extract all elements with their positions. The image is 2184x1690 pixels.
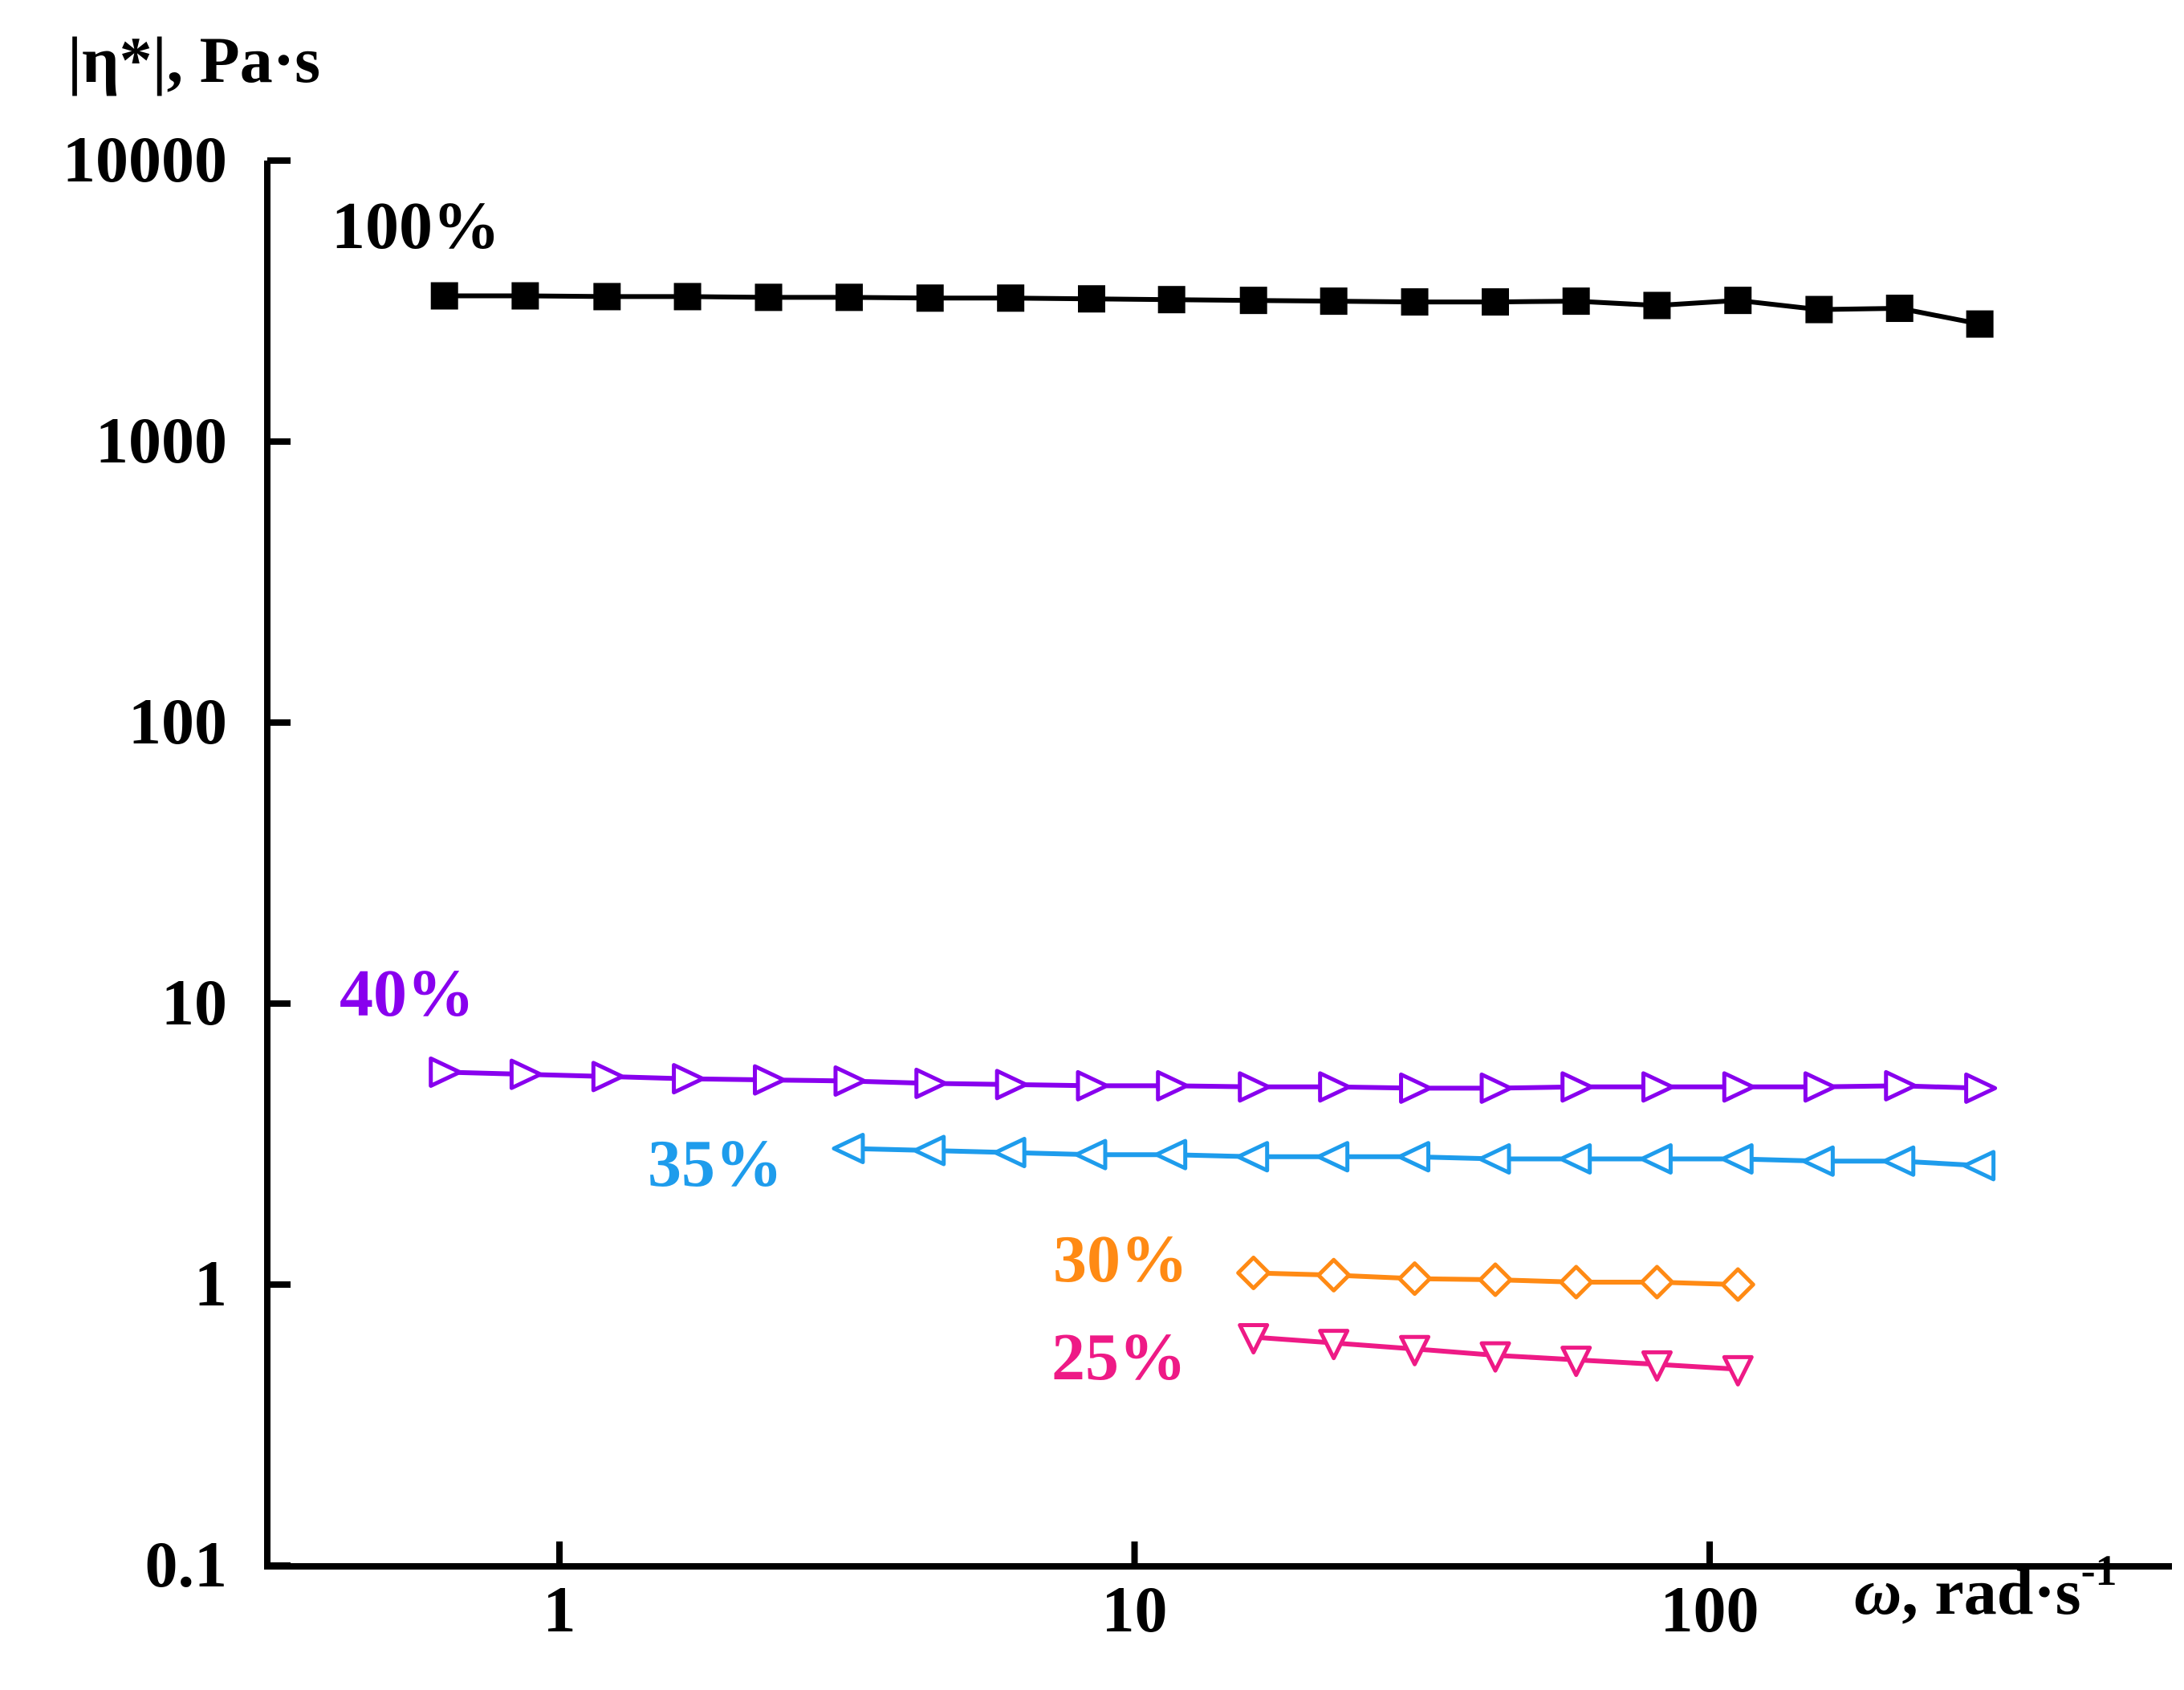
data-point: [672, 1063, 706, 1095]
data-point: [1801, 1145, 1835, 1177]
data-point: [1077, 285, 1105, 313]
data-point: [509, 1058, 543, 1090]
data-point: [1479, 1341, 1511, 1373]
y-ticks: 0.1 1 10 100 1000 10000: [63, 123, 291, 1601]
data-point: [1318, 1329, 1350, 1361]
data-point: [1399, 1072, 1433, 1104]
data-point: [832, 1132, 865, 1164]
x-ticks: 1 10 100: [543, 1541, 1759, 1646]
data-point: [753, 1064, 787, 1096]
y-tick-label: 1000: [96, 404, 227, 477]
data-point: [1316, 1141, 1350, 1173]
data-point: [1316, 1257, 1352, 1293]
data-point: [1560, 1071, 1594, 1103]
data-point: [1397, 1261, 1433, 1297]
data-point: [1157, 286, 1186, 314]
series-label-25: 25%: [1051, 1320, 1186, 1395]
x-tick-label: 1: [543, 1573, 576, 1646]
data-point: [833, 1065, 867, 1097]
data-point: [1478, 1262, 1513, 1297]
data-point: [1560, 1346, 1592, 1378]
series-25-percent: [1238, 1322, 1754, 1387]
data-point: [916, 284, 944, 312]
series-100-percent: [430, 282, 1994, 338]
data-point: [994, 1069, 1028, 1101]
data-point: [1076, 1069, 1109, 1102]
y-tick-label: 1: [194, 1247, 227, 1320]
data-point: [1318, 1071, 1352, 1103]
data-point: [1882, 1145, 1916, 1177]
series-30-percent: [1236, 1256, 1755, 1302]
data-point: [1803, 1071, 1836, 1103]
data-point: [1724, 287, 1752, 315]
data-point: [1962, 1150, 1996, 1182]
data-point: [673, 283, 702, 311]
data-point: [1643, 291, 1671, 320]
data-point: [1805, 295, 1833, 324]
data-point: [511, 282, 539, 310]
data-point: [1722, 1071, 1755, 1103]
x-tick-label: 100: [1661, 1573, 1759, 1646]
data-point: [1239, 287, 1267, 315]
x-axis-symbol: ω: [1854, 1555, 1901, 1628]
data-point: [1154, 1138, 1188, 1171]
y-tick-label: 10: [161, 966, 227, 1039]
data-point: [1482, 288, 1510, 316]
data-point: [1720, 1267, 1755, 1302]
data-point: [997, 284, 1025, 312]
data-point: [1641, 1071, 1674, 1103]
data-point: [835, 283, 863, 312]
series-label-100: 100%: [331, 189, 500, 263]
y-tick-label: 100: [128, 685, 227, 758]
data-point: [1156, 1069, 1190, 1102]
data-point: [1639, 1142, 1673, 1175]
data-point: [1559, 1264, 1594, 1300]
data-point: [1236, 1256, 1271, 1291]
series-40-percent: [429, 1056, 1998, 1104]
data-point: [1885, 295, 1914, 323]
data-point: [1236, 1141, 1270, 1173]
x-tick-label: 10: [1102, 1573, 1168, 1646]
y-tick-label: 10000: [63, 123, 227, 196]
data-point: [1884, 1069, 1918, 1102]
y-axis-label: |η*|, Pa·s: [67, 23, 320, 96]
data-point: [1966, 310, 1994, 338]
data-point: [1238, 1071, 1271, 1103]
data-point: [591, 1061, 624, 1093]
data-point: [593, 283, 621, 311]
data-point: [1320, 287, 1348, 316]
data-point: [1399, 1334, 1431, 1366]
data-point: [1238, 1322, 1270, 1354]
data-point: [1397, 1141, 1431, 1173]
x-axis-unit: , rad·s: [1901, 1555, 2080, 1628]
series-35-percent: [832, 1132, 1996, 1182]
data-point: [1720, 1142, 1754, 1175]
data-point: [993, 1137, 1027, 1169]
series-label-35: 35%: [648, 1126, 783, 1201]
data-point: [1559, 1142, 1592, 1175]
data-point: [1478, 1142, 1511, 1175]
data-point: [1401, 288, 1429, 316]
data-point: [914, 1067, 948, 1099]
y-tick-label: 0.1: [145, 1528, 228, 1601]
series-label-40: 40%: [340, 956, 474, 1031]
series-label-30: 30%: [1053, 1222, 1188, 1297]
data-point: [430, 282, 458, 310]
data-point: [1639, 1264, 1674, 1300]
data-point: [1562, 287, 1590, 316]
data-point: [1479, 1072, 1513, 1104]
x-axis-unit-exponent: -1: [2081, 1546, 2117, 1594]
data-point: [1641, 1350, 1673, 1382]
data-point: [1964, 1072, 1998, 1104]
data-point: [1722, 1354, 1754, 1387]
data-point: [754, 283, 783, 312]
data-point: [429, 1056, 462, 1088]
series-layer: [429, 282, 1998, 1387]
data-point: [913, 1134, 946, 1167]
x-axis-label: ω, rad·s-1: [1854, 1546, 2117, 1628]
data-point: [1074, 1138, 1108, 1171]
